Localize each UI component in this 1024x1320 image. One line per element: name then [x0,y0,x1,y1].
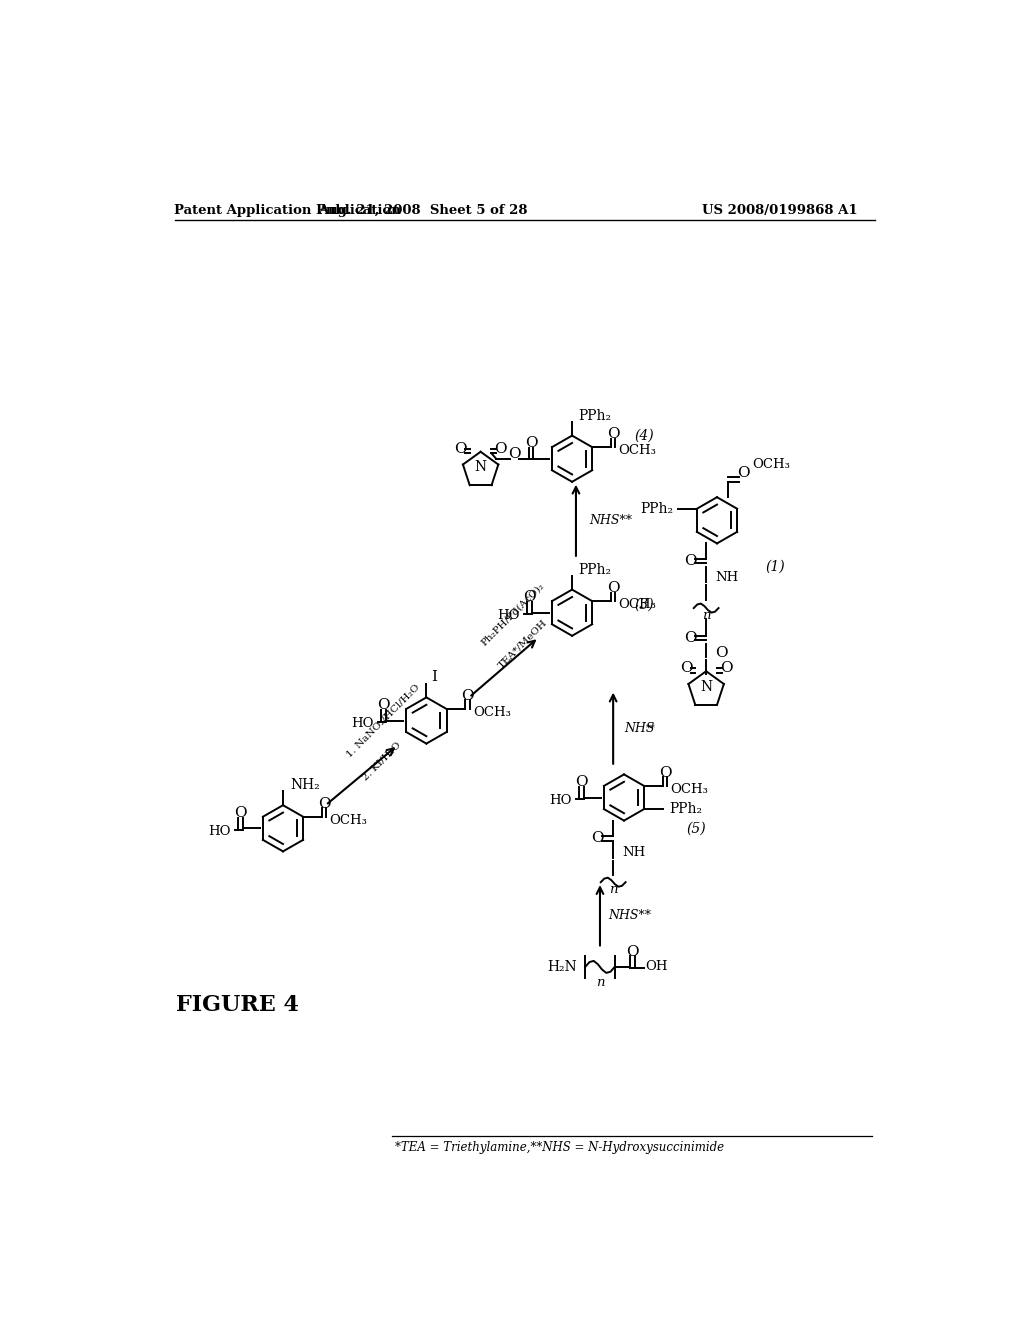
Text: O: O [523,590,536,605]
Text: O: O [378,698,390,711]
Text: (5): (5) [686,821,706,836]
Text: O: O [234,807,247,820]
Text: O: O [455,442,467,455]
Text: 1. NaNO₂/HCl/H₂O: 1. NaNO₂/HCl/H₂O [345,682,422,759]
Text: O: O [508,447,521,461]
Text: OH: OH [646,961,669,973]
Text: NH: NH [623,846,646,859]
Text: NHS: NHS [624,722,654,735]
Text: (4): (4) [634,429,653,442]
Text: O: O [627,945,639,958]
Text: OCH₃: OCH₃ [473,706,511,719]
Text: NH: NH [716,570,738,583]
Text: NH₂: NH₂ [291,779,321,792]
Text: O: O [737,466,750,479]
Text: PPh₂: PPh₂ [579,409,611,422]
Text: PPh₂: PPh₂ [669,803,702,816]
Text: OCH₃: OCH₃ [618,598,656,611]
Text: PPh₂: PPh₂ [579,562,611,577]
Text: N: N [474,461,486,474]
Text: O: O [607,581,620,595]
Text: O: O [658,766,672,780]
Text: HO: HO [351,717,374,730]
Text: Aug. 21, 2008  Sheet 5 of 28: Aug. 21, 2008 Sheet 5 of 28 [317,205,527,218]
Text: O: O [680,661,692,675]
Text: PPh₂: PPh₂ [640,502,674,516]
Text: OCH₃: OCH₃ [752,458,790,471]
Text: O: O [720,661,732,675]
Text: Patent Application Publication: Patent Application Publication [174,205,401,218]
Text: (1): (1) [765,560,784,573]
Text: OCH₃: OCH₃ [671,783,709,796]
Text: n: n [596,975,604,989]
Text: O: O [684,631,697,645]
Text: O: O [495,442,507,455]
Text: NHS**: NHS** [589,513,632,527]
Text: H₂N: H₂N [548,960,578,974]
Text: HO: HO [497,610,519,622]
Text: I: I [431,671,437,684]
Text: NHS**: NHS** [608,908,651,921]
Text: O: O [591,832,604,845]
Text: FIGURE 4: FIGURE 4 [176,994,299,1016]
Text: O: O [575,775,588,789]
Text: OCH₃: OCH₃ [618,445,656,458]
Text: O: O [716,645,728,660]
Text: HO: HO [208,825,230,838]
Text: O: O [607,428,620,441]
Text: US 2008/0199868 A1: US 2008/0199868 A1 [701,205,857,218]
Text: N: N [700,680,713,693]
Text: O: O [317,797,331,810]
Text: n: n [701,610,711,622]
Text: O: O [461,689,474,702]
Text: Ph₂PH/Pd(AcO)₂: Ph₂PH/Pd(AcO)₂ [479,581,546,647]
Text: *TEA = Triethylamine,**NHS = N-Hydroxysuccinimide: *TEA = Triethylamine,**NHS = N-Hydroxysu… [395,1142,725,1155]
Text: (3): (3) [634,598,653,612]
Text: O: O [684,554,697,568]
Text: TEA*/MeOH: TEA*/MeOH [496,618,549,671]
Text: **: ** [646,723,655,733]
Text: HO: HO [549,795,571,807]
Text: n: n [609,883,617,896]
Text: O: O [524,437,538,450]
Text: OCH₃: OCH₃ [330,814,368,828]
Text: 2. KI/H₂O: 2. KI/H₂O [360,741,402,781]
